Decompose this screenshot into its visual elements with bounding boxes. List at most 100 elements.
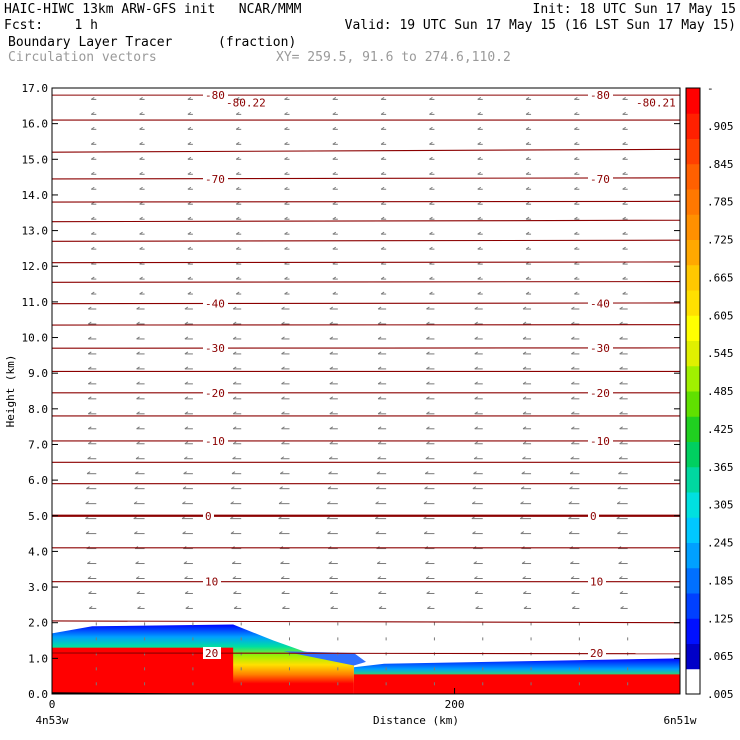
vector-arrow [329,306,338,310]
vector-head [136,336,140,340]
vector-arrow [522,426,532,430]
vector-arrow [182,501,193,505]
vector-head [619,351,623,355]
contour-label: -40 [590,298,610,311]
vector-arrow [426,366,435,370]
vector-arrow [139,201,145,205]
vector-head [184,306,189,310]
vector-head [622,216,626,220]
vector-arrow [184,441,193,445]
vector-head [474,441,479,445]
vector-head [477,291,482,295]
vector-arrow [187,201,193,205]
vector-arrow [571,396,580,400]
vector-head [523,606,528,609]
vector-arrow [235,246,242,250]
vector-arrow [523,591,532,594]
vector-arrow [522,351,532,355]
vector-arrow [332,186,338,190]
contour-label: -20 [205,387,225,400]
contour-label: 10 [590,576,603,589]
vector-head [520,486,525,490]
y-tick-label: 16.0 [22,118,49,131]
x-tick-label: 200 [445,698,465,711]
y-tick-label: 6.0 [28,474,48,487]
vector-head [617,486,622,490]
vector-head [281,426,285,430]
vector-head [375,531,380,535]
vector-head [521,471,526,475]
colorbar-label: .665 [707,271,734,284]
vector-head [88,426,92,430]
vector-head [429,141,433,145]
vector-arrow [424,471,435,475]
vector-head [521,561,526,564]
vector-head [235,186,240,190]
vector-head [380,96,385,100]
vector-head [429,186,433,190]
vector-head [235,231,240,235]
vector-head [88,381,92,385]
vector-arrow [569,486,580,490]
contour-label-bg [203,386,228,399]
vector-arrow [184,321,193,325]
vector-arrow [427,606,435,609]
vector-arrow [185,606,193,609]
vector-arrow [429,141,435,145]
vector-arrow [375,501,387,505]
vector-arrow [474,366,483,370]
vector-arrow [569,471,580,475]
vector-arrow [329,366,338,370]
colorbar-swatch [686,239,700,266]
vector-arrow [139,171,145,175]
vector-head [232,426,237,430]
vector-head [380,216,385,220]
contour-label-bg [588,434,613,447]
vector-head [329,441,334,445]
vector-arrow [426,351,435,355]
vector-head [474,351,479,355]
vector-head [91,111,95,115]
vector-head [474,381,479,385]
vector-head [574,231,578,235]
vector-arrow [477,231,483,235]
vector-head [134,486,139,490]
vector-head [474,321,479,325]
vector-head [231,561,236,564]
vector-arrow [574,126,580,130]
vector-head [380,141,385,145]
vector-head [477,171,482,175]
vector-head [133,501,138,505]
vector-head [235,201,240,205]
vector-head [280,561,284,564]
vector-arrow [281,336,290,340]
vector-head [284,111,288,115]
vector-head [332,111,337,115]
vector-head [139,276,143,280]
vector-arrow [570,576,580,580]
contour-label-bg [203,89,228,102]
vector-head [426,591,430,594]
vector-head [280,471,284,475]
vector-arrow [380,276,387,280]
vector-arrow [473,471,483,475]
contour-line [52,281,680,283]
colorbar-swatch [686,315,700,341]
vector-head [620,606,624,609]
vector-arrow [377,321,387,325]
vector-arrow [332,276,338,280]
vector-arrow [182,486,193,490]
vector-head [377,306,382,310]
vector-arrow [474,396,483,400]
vector-head [183,471,187,475]
vector-head [426,426,430,430]
vector-arrow [473,561,483,565]
vector-arrow [520,501,532,505]
vector-arrow [619,366,628,370]
vector-head [281,336,285,340]
vector-head [187,216,192,220]
vector-arrow [332,216,338,220]
vector-head [475,606,479,609]
vector-arrow [280,561,290,565]
vector-arrow [622,246,628,250]
